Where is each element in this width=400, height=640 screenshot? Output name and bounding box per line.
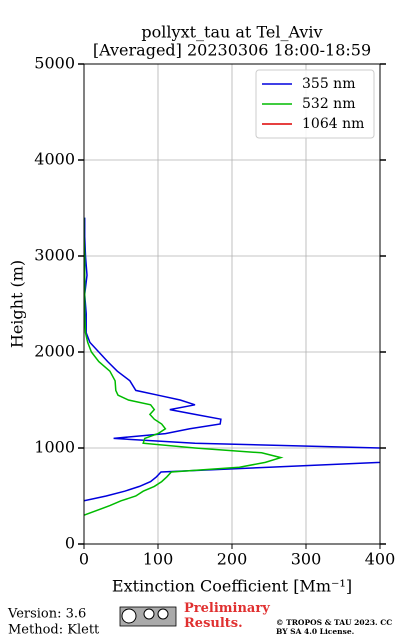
legend-label: 532 nm [302,96,355,112]
legend-label: 355 nm [302,76,355,92]
data-line [84,217,284,516]
plot-frame [83,63,381,545]
method: Method: Klett [8,623,100,638]
chart-title: pollyxt_tau at Tel_Aviv [141,23,322,42]
chart-subtitle: [Averaged] 20230306 18:00-18:59 [93,41,371,60]
y-tick-label: 1000 [34,438,75,457]
y-tick-label: 2000 [34,342,75,361]
plot-area [84,217,380,516]
legend-label: 1064 nm [302,116,364,132]
y-tick-label: 5000 [34,54,75,73]
y-tick-label: 3000 [34,246,75,265]
version: Version: 3.6 [7,607,86,622]
y-tick-label: 4000 [34,150,75,169]
x-axis-label: Extinction Coefficient [Mm⁻¹] [112,577,352,596]
x-tick-label: 100 [143,550,174,569]
x-tick-label: 300 [291,550,322,569]
legend-box [255,69,375,139]
y-axis-label: Height (m) [8,260,27,348]
cc-badge [119,606,177,627]
license: © TROPOS & TAU 2023. CC BY SA 4.0 Licens… [276,618,393,636]
status-box: Preliminary Results. [184,601,270,631]
license-box: © TROPOS & TAU 2023. CC BY SA 4.0 Licens… [276,618,393,636]
x-tick-label: 0 [79,550,89,569]
y-tick-label: 0 [65,534,75,553]
x-tick-label: 200 [217,550,248,569]
status: Preliminary Results. [184,601,270,631]
data-line [84,217,380,502]
x-tick-label: 400 [365,550,396,569]
